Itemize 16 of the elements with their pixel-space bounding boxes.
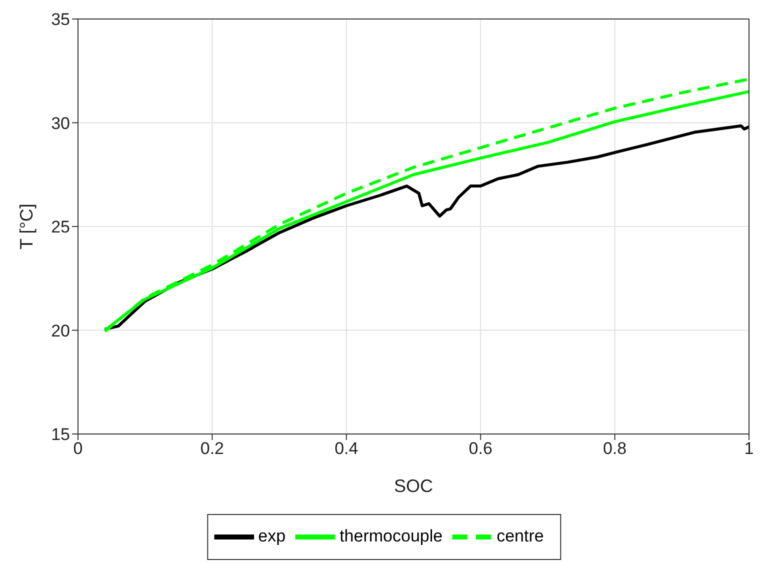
x-tick-label: 0.4 — [334, 439, 358, 458]
y-tick-label: 15 — [51, 425, 70, 444]
legend-label: centre — [496, 526, 544, 546]
y-tick-label: 20 — [51, 321, 70, 340]
y-axis-title: T [°C] — [16, 204, 36, 250]
x-tick-label: 0.2 — [200, 439, 224, 458]
y-tick-label: 30 — [51, 114, 70, 133]
x-tick-label: 1 — [744, 439, 754, 458]
x-tick-label: 0.8 — [602, 439, 627, 458]
legend-label: thermocouple — [340, 526, 443, 546]
x-tick-label: 0 — [73, 439, 83, 458]
y-tick-label: 35 — [51, 10, 70, 30]
legend-label: exp — [258, 526, 286, 546]
x-tick-label: 0.6 — [468, 439, 492, 458]
x-axis-title: SOC — [394, 476, 434, 496]
y-tick-label: 25 — [51, 218, 70, 237]
